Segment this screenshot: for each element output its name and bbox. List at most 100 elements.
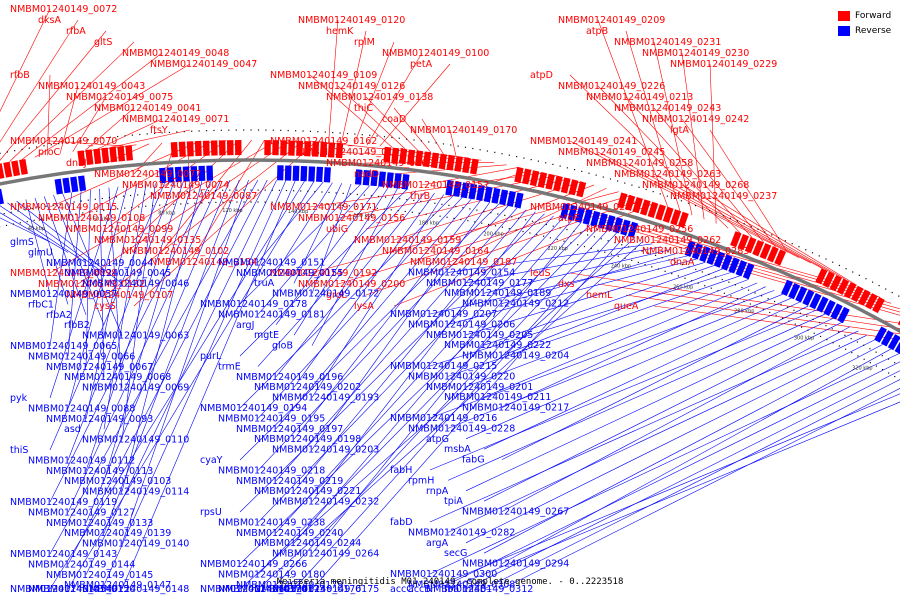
track-dot xyxy=(701,207,704,209)
reverse-feature xyxy=(198,165,206,181)
track-dot xyxy=(805,249,807,251)
track-dot xyxy=(446,216,448,218)
track-dot xyxy=(383,208,385,210)
track-dot xyxy=(201,202,203,204)
reverse-gene-label: tpiA xyxy=(444,496,463,507)
track-dot xyxy=(115,196,118,198)
track-dot xyxy=(481,222,483,224)
track-dot xyxy=(476,209,478,211)
track-dot xyxy=(516,155,518,158)
forward-feature xyxy=(624,194,636,211)
forward-feature xyxy=(178,141,186,157)
track-dot xyxy=(264,201,266,203)
forward-gene-label: NMBM01240149_0257 xyxy=(530,202,637,213)
leader-line xyxy=(293,192,435,388)
forward-feature xyxy=(647,201,659,218)
reverse-gene-label: NMBM01240149_0176 xyxy=(254,584,361,595)
forward-feature xyxy=(766,246,779,263)
forward-feature xyxy=(407,149,416,166)
track-dot xyxy=(607,240,609,242)
track-dot xyxy=(511,216,513,218)
leader-line xyxy=(85,181,184,471)
track-dot xyxy=(19,222,21,224)
track-dot xyxy=(857,355,859,357)
track-dot xyxy=(777,237,780,239)
forward-feature xyxy=(125,145,134,161)
track-dot xyxy=(661,257,663,259)
track-dot xyxy=(775,314,777,316)
forward-feature xyxy=(752,240,764,257)
reverse-feature xyxy=(166,167,175,183)
track-dot xyxy=(756,306,758,308)
reverse-feature xyxy=(781,279,793,296)
reverse-gene-label: NMBM01240149_0308 xyxy=(408,579,515,590)
reverse-feature xyxy=(316,166,324,183)
track-dot xyxy=(837,331,840,333)
forward-feature xyxy=(194,140,202,157)
track-dot xyxy=(131,134,134,136)
track-dot xyxy=(806,315,808,317)
leader-line xyxy=(653,305,900,340)
forward-gene-label: rplM xyxy=(354,37,375,48)
reverse-gene-label: NMBM01240149_0240 xyxy=(236,528,343,539)
track-dot xyxy=(455,205,457,208)
track-dot xyxy=(675,261,677,263)
track-dot xyxy=(769,311,771,314)
track-dot xyxy=(469,208,471,210)
reverse-gene-label: rpmH xyxy=(408,475,434,486)
leader-line xyxy=(49,192,73,347)
reverse-gene-label: NMBM01240149_0300 xyxy=(390,569,497,580)
track-dot xyxy=(524,219,527,221)
forward-feature xyxy=(737,234,750,251)
track-dot xyxy=(602,176,604,178)
forward-gene-label: NMBM01240149_0192 xyxy=(270,268,377,279)
reverse-gene-label: NMBM01240149_0194 xyxy=(200,403,307,414)
track-dot xyxy=(741,286,743,289)
track-dot xyxy=(3,213,5,215)
track-dot xyxy=(442,143,445,145)
track-dot xyxy=(355,205,357,208)
tick-label: 200 kbp xyxy=(483,232,503,238)
leader-line xyxy=(309,74,393,148)
reverse-gene-label: NMBM01240149_0218 xyxy=(218,465,325,476)
track-dot xyxy=(687,202,690,204)
track-dot xyxy=(302,130,304,132)
leader-line xyxy=(49,180,212,503)
forward-gene-label: NMBM01240149_0100 xyxy=(382,48,489,59)
track-dot xyxy=(272,129,274,131)
track-dot xyxy=(708,273,710,276)
forward-feature xyxy=(93,148,102,165)
track-dot xyxy=(666,195,668,197)
tick-label: 300 kbp xyxy=(794,335,814,341)
track-dot xyxy=(413,199,415,202)
tick-label: 160 kbp xyxy=(353,213,373,219)
reverse-gene-label: NMBM01240149_0172 xyxy=(272,289,379,300)
legend-swatch-reverse xyxy=(838,25,850,36)
forward-gene-label: NMBM01240149_0229 xyxy=(670,59,777,70)
forward-gene-label: dnaA xyxy=(670,257,695,268)
forward-gene-label: NMBM01240149_0135 xyxy=(94,235,201,246)
track-dot xyxy=(486,150,489,152)
reverse-gene-label: NMBM01240149_0155 xyxy=(236,268,343,279)
track-dot xyxy=(894,362,896,364)
track-dot xyxy=(65,141,67,144)
track-dot xyxy=(518,217,520,219)
track-dot xyxy=(453,217,455,219)
track-dot xyxy=(40,218,42,220)
reverse-feature xyxy=(795,286,808,303)
track-dot xyxy=(832,342,834,344)
leader-line xyxy=(465,279,749,388)
reverse-gene-label: fabG xyxy=(462,455,485,466)
reverse-gene-label: asd xyxy=(64,424,81,435)
track-dot xyxy=(229,201,231,203)
track-dot xyxy=(257,201,259,203)
track-dot xyxy=(321,191,323,193)
track-dot xyxy=(435,142,437,144)
reverse-gene-label: NMBM01240149_0205 xyxy=(426,330,533,341)
track-dot xyxy=(117,208,119,210)
forward-feature xyxy=(288,140,296,156)
track-dot xyxy=(109,136,111,138)
track-dot xyxy=(464,146,467,148)
leader-line xyxy=(483,265,714,346)
legend-item-forward: Forward xyxy=(838,8,898,23)
